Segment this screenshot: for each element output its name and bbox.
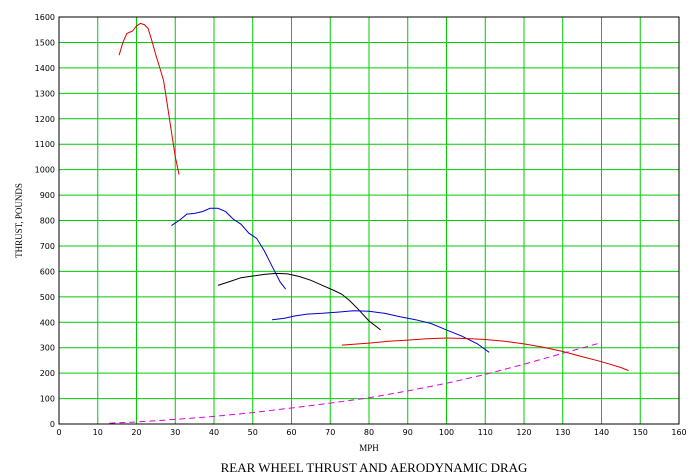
x-tick-label-9: 90	[403, 428, 413, 437]
series-line-2	[171, 207, 287, 290]
y-tick-label-14: 1400	[35, 64, 55, 73]
plot-frame	[58, 16, 680, 425]
x-tick-label-7: 70	[325, 428, 335, 437]
y-tick-label-5: 500	[40, 293, 55, 302]
series-line-6	[109, 342, 602, 424]
y-tick-label-7: 700	[40, 242, 55, 251]
series-line-5	[341, 337, 629, 372]
y-tick-label-13: 1300	[35, 89, 55, 98]
y-tick-label-1: 100	[40, 395, 55, 404]
y-tick-label-10: 1000	[35, 166, 55, 175]
x-tick-labels: 0 10 20 30 40 50 60 70 80 90 100 110 120 130 140 150 160	[56, 428, 686, 437]
x-tick-label-1: 10	[93, 428, 103, 437]
x-tick-label-4: 40	[209, 428, 219, 437]
series-line-4	[272, 310, 490, 353]
y-tick-label-6: 600	[40, 267, 55, 276]
chart-title: REAR WHEEL THRUST AND AERODYNAMIC DRAG	[221, 460, 528, 475]
y-tick-label-15: 1500	[35, 38, 55, 47]
y-tick-label-2: 200	[40, 369, 55, 378]
y-tick-label-9: 900	[40, 191, 55, 200]
x-tick-label-11: 110	[478, 428, 493, 437]
series-line-3	[217, 272, 381, 331]
x-tick-label-15: 150	[633, 428, 648, 437]
x-axis-label: MPH	[359, 443, 379, 453]
y-axis-label: THRUST, POUNDS	[14, 183, 24, 258]
y-tick-label-12: 1200	[35, 115, 55, 124]
y-tick-label-4: 400	[40, 318, 55, 327]
y-tick-label-16: 1600	[35, 13, 55, 22]
x-tick-label-16: 160	[671, 428, 686, 437]
x-tick-label-5: 50	[248, 428, 258, 437]
x-tick-label-13: 130	[555, 428, 570, 437]
x-tick-label-2: 20	[131, 428, 141, 437]
x-tick-label-8: 80	[364, 428, 374, 437]
y-tick-label-0: 0	[50, 420, 55, 429]
y-tick-labels: 0 100 200 300 400 500 600 700 800 900 1000 1100 1200…	[35, 13, 55, 429]
x-tick-label-10: 100	[439, 428, 454, 437]
x-tick-label-0: 0	[56, 428, 61, 437]
grid-lines	[58, 16, 680, 425]
series-lines	[109, 22, 629, 424]
y-tick-label-3: 300	[40, 344, 55, 353]
x-tick-label-6: 60	[286, 428, 296, 437]
y-tick-label-11: 1100	[35, 140, 55, 149]
y-tick-label-8: 800	[40, 217, 55, 226]
x-tick-label-12: 120	[516, 428, 531, 437]
series-line-1	[118, 22, 180, 175]
x-tick-label-3: 30	[170, 428, 180, 437]
x-tick-label-14: 140	[594, 428, 609, 437]
